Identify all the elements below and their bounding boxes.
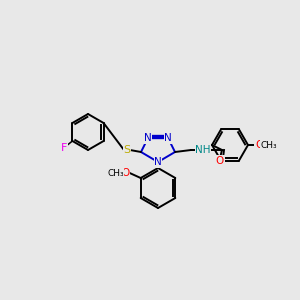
Text: O: O (122, 168, 130, 178)
Text: O: O (216, 156, 224, 166)
Text: F: F (61, 143, 68, 153)
Text: O: O (255, 140, 263, 150)
Text: N: N (144, 133, 152, 143)
Text: CH₃: CH₃ (261, 140, 277, 149)
Text: N: N (154, 157, 162, 167)
Text: NH: NH (195, 145, 211, 155)
Text: S: S (123, 145, 130, 155)
Text: CH₃: CH₃ (107, 169, 124, 178)
Text: N: N (164, 133, 172, 143)
